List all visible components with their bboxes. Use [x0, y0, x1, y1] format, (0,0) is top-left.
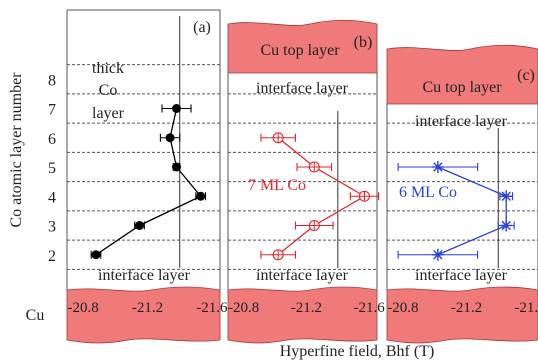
panel-a: (a) thick Co layer interface layer -20.8…	[66, 9, 228, 344]
panel-b-cap-label: Cu top layer	[260, 42, 340, 59]
data-point	[358, 190, 371, 202]
y-tick-label: 4	[48, 189, 56, 206]
panel-a-bottom-label: interface layer	[98, 267, 191, 284]
panel-b-top-label: interface layer	[256, 80, 349, 97]
y-tick-labels: 2 3 4 5 6 7 8	[48, 72, 56, 265]
data-point	[431, 161, 444, 173]
data-point	[196, 191, 206, 201]
panel-c-letter: (c)	[517, 67, 535, 84]
panel-c-bottom-label: interface layer	[415, 267, 508, 284]
panel-a-note-1: thick	[92, 60, 124, 77]
x-tick-label: -21.2	[132, 300, 163, 316]
x-axis-title: Hyperfine field, Bhf (T)	[280, 343, 435, 360]
x-tick-label: -21.2	[451, 300, 482, 316]
x-tick-label: -20.8	[387, 300, 418, 316]
y-tick-label: 3	[48, 219, 56, 236]
cu-top-cap	[227, 19, 378, 74]
data-point	[500, 190, 513, 203]
series-line	[437, 166, 507, 256]
panel-b-bottom-label: interface layer	[256, 267, 349, 284]
data-point	[172, 162, 182, 172]
substrate-label: Cu	[26, 307, 45, 324]
panel-c: Cu top layer (c) interface layer 6 ML Co…	[386, 44, 538, 344]
data-point	[134, 221, 144, 230]
y-tick-label: 6	[48, 131, 56, 148]
panel-a-note-2: Co	[99, 82, 118, 99]
x-tick-label: -20.8	[67, 300, 98, 316]
data-point	[165, 133, 175, 143]
y-tick-label: 5	[48, 160, 56, 177]
cu-top-cap	[386, 44, 538, 105]
x-tick-label: -20.8	[228, 300, 259, 316]
y-tick-label: 2	[48, 248, 56, 265]
data-point	[91, 250, 101, 260]
x-tick-label: -21.6	[196, 300, 228, 316]
y-tick-label: 7	[48, 102, 56, 119]
y-tick-label: 8	[48, 72, 56, 89]
data-point	[308, 161, 320, 173]
panel-b-letter: (b)	[354, 34, 373, 51]
cu-substrate-block	[386, 286, 538, 344]
x-tick-label: -21.2	[291, 300, 322, 316]
cu-substrate-block	[66, 286, 221, 344]
data-point	[172, 104, 182, 113]
panel-c-cap-label: Cu top layer	[422, 79, 502, 96]
x-tick-label: -21.6	[354, 300, 386, 316]
panel-c-top-label: interface layer	[415, 113, 508, 130]
data-point	[272, 132, 284, 144]
y-axis-title: Co atomic layer number	[8, 72, 25, 228]
data-point	[431, 248, 444, 261]
x-tick-label: -21.6	[514, 300, 538, 316]
data-point	[500, 219, 513, 232]
series-line	[95, 108, 202, 256]
panel-a-note-3: layer	[92, 105, 125, 122]
panel-b: Cu top layer (b) interface layer 7 ML Co…	[227, 19, 386, 344]
panel-c-series-label: 6 ML Co	[399, 184, 457, 201]
panel-b-series-label: 7 ML Co	[248, 177, 306, 194]
panel-a-letter: (a)	[193, 19, 211, 36]
data-point	[308, 219, 320, 232]
data-point	[272, 249, 284, 261]
cu-substrate-block	[227, 286, 378, 344]
